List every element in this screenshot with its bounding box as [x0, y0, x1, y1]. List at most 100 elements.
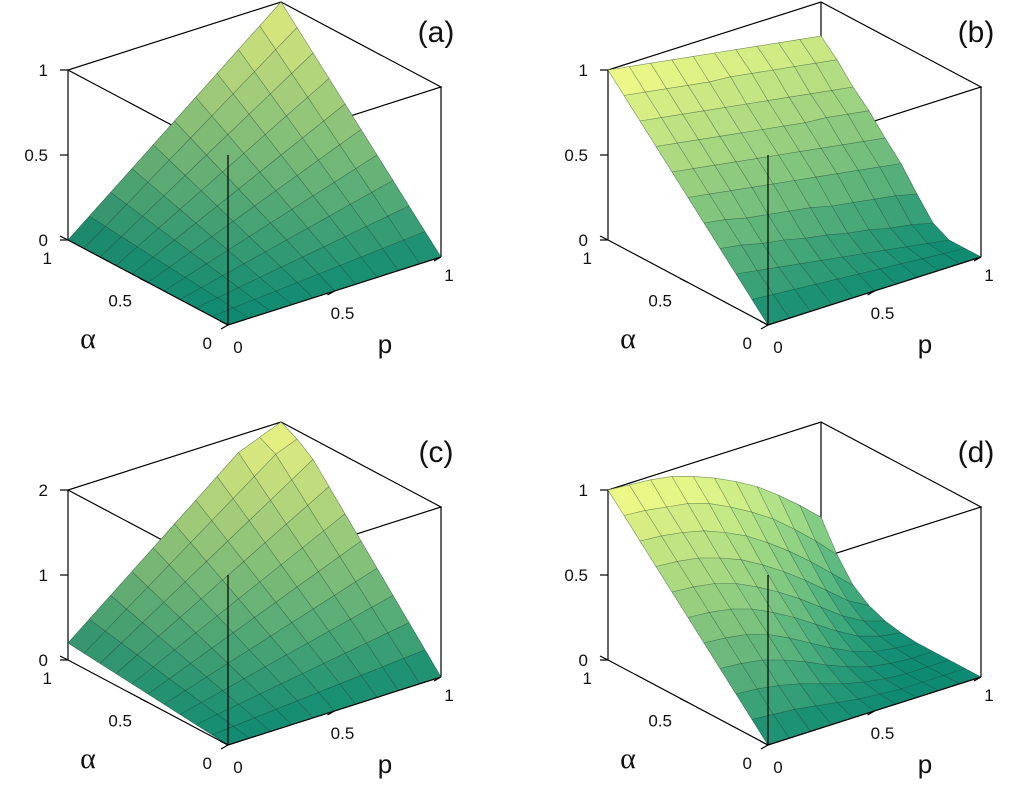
p-tick [760, 744, 769, 750]
alpha-axis-title: α [620, 322, 636, 355]
alpha-tick-label: 0.5 [648, 712, 672, 731]
mesh-line-p [714, 477, 875, 712]
mesh-line-p [820, 517, 982, 678]
mesh-line-p [259, 25, 420, 264]
surface [607, 476, 982, 746]
alpha-tick [139, 697, 149, 704]
alpha-axis-title: α [80, 742, 96, 775]
p-tick-label: 1 [444, 686, 453, 705]
z-tick-label: 1 [579, 61, 588, 80]
alpha-tick [59, 655, 69, 661]
mesh-line-p [89, 215, 250, 319]
mesh-line-p [174, 120, 335, 292]
panel-label: (b) [958, 16, 995, 49]
mesh-line-p [650, 63, 811, 312]
p-tick [220, 744, 229, 750]
p-tick-label: 0.5 [331, 304, 355, 323]
mesh-line-p [110, 192, 271, 312]
mesh-line-p [650, 479, 811, 732]
p-axis-title: p [918, 329, 932, 359]
mesh-line-p [778, 494, 939, 691]
alpha-tick-label: 0 [203, 334, 212, 353]
alpha-axis-title: α [620, 742, 636, 775]
surface [67, 1, 442, 326]
p-axis-title: p [918, 749, 932, 779]
p-tick [220, 324, 229, 330]
alpha-tick-label: 0.5 [108, 712, 132, 731]
alpha-tick [599, 655, 609, 661]
p-tick [433, 256, 442, 262]
alpha-tick [599, 235, 609, 241]
z-tick-label: 1 [39, 61, 48, 80]
panel-label: (d) [958, 436, 995, 469]
p-tick-label: 1 [984, 266, 993, 285]
mesh-line-p [692, 476, 854, 719]
mesh-line-p [756, 46, 918, 278]
p-tick-label: 1 [984, 686, 993, 705]
p-tick [973, 676, 982, 682]
mesh-line-p [216, 73, 378, 278]
mesh-line-p [280, 1, 442, 258]
z-tick-label: 2 [39, 481, 48, 500]
mesh-line-p [629, 484, 790, 739]
alpha-tick [219, 320, 229, 326]
z-tick-label: 1 [579, 481, 588, 500]
p-tick [973, 256, 982, 262]
p-tick [867, 710, 875, 716]
z-tick-label: 1 [39, 566, 48, 585]
mesh-line-p [735, 49, 897, 285]
mesh-line-p [67, 642, 229, 746]
mesh-line-p [756, 486, 918, 698]
z-tick-label: 0.5 [564, 146, 588, 165]
alpha-tick-label: 1 [43, 249, 52, 268]
p-tick-label: 0 [773, 758, 782, 777]
alpha-tick-label: 0.5 [648, 292, 672, 311]
alpha-tick-label: 0 [743, 754, 752, 773]
surface-mesh [67, 1, 442, 326]
z-tick-label: 0.5 [24, 146, 48, 165]
p-tick [433, 676, 442, 682]
mesh-line-p [174, 523, 335, 712]
alpha-tick-label: 1 [583, 669, 592, 688]
alpha-tick [679, 277, 689, 284]
alpha-tick-label: 1 [583, 249, 592, 268]
alpha-tick-label: 1 [43, 669, 52, 688]
mesh-line-p [714, 52, 875, 292]
p-tick-label: 0 [233, 338, 242, 357]
p-tick-label: 0.5 [871, 304, 895, 323]
mesh-line-p [259, 437, 420, 684]
p-axis-title: p [378, 749, 392, 779]
mesh-line-p [799, 505, 960, 685]
alpha-tick [759, 320, 769, 326]
mesh-line-p [195, 97, 357, 285]
mesh-line-p [735, 481, 896, 705]
p-tick-label: 0.5 [871, 724, 895, 743]
z-tick-label: 0 [39, 231, 48, 250]
mesh-line-p [629, 66, 790, 319]
p-tick-label: 0.5 [331, 724, 355, 743]
alpha-tick-label: 0.5 [108, 292, 132, 311]
mesh-line-p [131, 168, 293, 305]
mesh-line-p [607, 69, 769, 326]
z-tick-label: 0 [39, 651, 48, 670]
mesh-line-p [607, 489, 769, 746]
mesh-line-p [238, 49, 399, 271]
alpha-tick [59, 235, 69, 241]
mesh-line-p [799, 39, 960, 265]
alpha-axis-title: α [80, 322, 96, 355]
mesh-line-p [195, 500, 357, 705]
p-tick [760, 324, 769, 330]
mesh-line-p [110, 595, 271, 732]
z-tick-label: 0 [579, 651, 588, 670]
mesh-line-p [89, 618, 250, 739]
mesh-line-p [152, 547, 314, 719]
